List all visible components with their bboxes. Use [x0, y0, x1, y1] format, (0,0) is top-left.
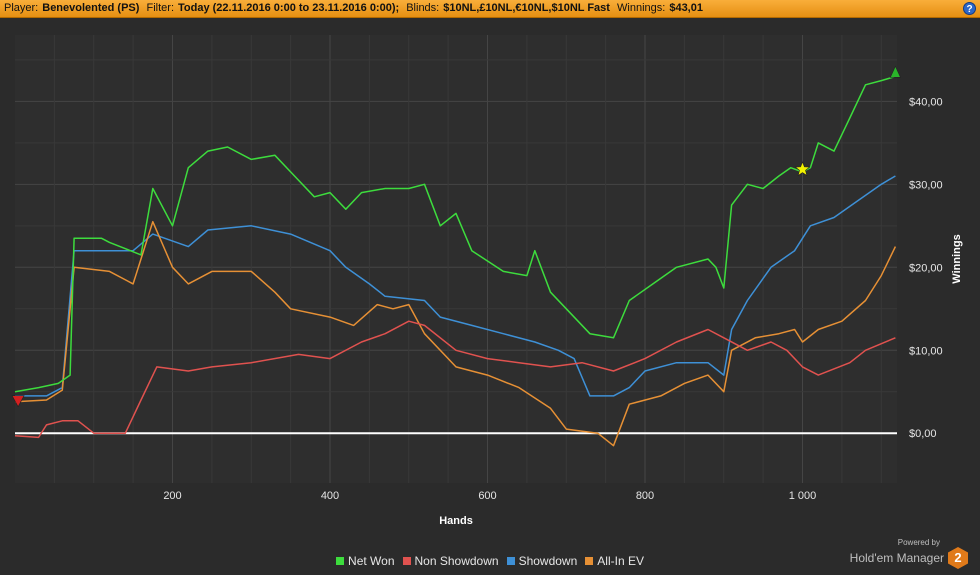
x-tick-label: 200 [163, 490, 181, 502]
powered-by-text: Powered by [897, 538, 940, 547]
x-tick-label: 400 [321, 490, 339, 502]
legend-swatch [506, 557, 515, 565]
filter-label: Filter: [146, 2, 175, 14]
y-axis-ticks: $0,00 $10,00 $20,00 $30,00 $40,00 [909, 96, 943, 440]
help-icon[interactable]: ? [963, 2, 976, 15]
blinds-value: $10NL,£10NL,€10NL,$10NL Fast [443, 2, 610, 14]
x-axis-title: Hands [439, 515, 473, 527]
branding: Powered by Hold'em Manager 2 [850, 538, 968, 569]
legend-label: All-In EV [597, 554, 644, 568]
y-tick-label: $30,00 [909, 179, 943, 191]
series-line-net-won [14, 75, 896, 393]
y-tick-label: $10,00 [909, 345, 943, 357]
chart-markers [11, 65, 901, 408]
start-marker [11, 395, 25, 408]
filter-header-bar: Player: Benevolented (PS) Filter: Today (2… [0, 0, 980, 18]
legend-item[interactable]: All-In EV [585, 554, 644, 568]
plot-background [15, 35, 897, 483]
x-tick-label: 800 [636, 490, 654, 502]
chart-legend: Net Won Non Showdown Showdown All-In EV [0, 554, 980, 568]
y-axis-title: Winnings [951, 234, 963, 283]
winnings-value: $43,01 [669, 2, 703, 14]
player-value: Benevolented (PS) [42, 2, 140, 14]
legend-item[interactable]: Non Showdown [402, 554, 499, 568]
legend-item[interactable]: Net Won [336, 554, 395, 568]
y-tick-label: $40,00 [909, 96, 943, 108]
legend-label: Net Won [348, 554, 395, 568]
series-line-non-showdown [14, 320, 896, 439]
filter-value: Today (22.11.2016 0:00 to 23.11.2016 0:0… [178, 2, 400, 14]
legend-label: Non Showdown [414, 554, 499, 568]
series-lines [14, 75, 897, 447]
x-tick-label: 1 000 [789, 490, 817, 502]
brand-name: Hold'em Manager [849, 551, 944, 565]
legend-swatch [336, 557, 345, 565]
player-label: Player: [4, 2, 39, 14]
blinds-label: Blinds: [406, 2, 440, 14]
legend-swatch [585, 557, 594, 565]
y-tick-label: $20,00 [909, 262, 943, 274]
series-line-all-in-ev [14, 220, 897, 447]
end-marker [889, 65, 901, 78]
series-line-showdown [15, 175, 896, 397]
x-axis-ticks: 200 400 600 800 1 000 [163, 490, 816, 502]
hm2-logo-icon: 2 [948, 547, 968, 569]
winnings-label: Winnings: [617, 2, 666, 14]
star-marker [794, 161, 811, 177]
legend-label: Showdown [518, 554, 578, 568]
legend-item[interactable]: Showdown [506, 554, 578, 568]
x-tick-label: 600 [478, 490, 496, 502]
legend-swatch [402, 557, 411, 565]
y-tick-label: $0,00 [909, 428, 937, 440]
